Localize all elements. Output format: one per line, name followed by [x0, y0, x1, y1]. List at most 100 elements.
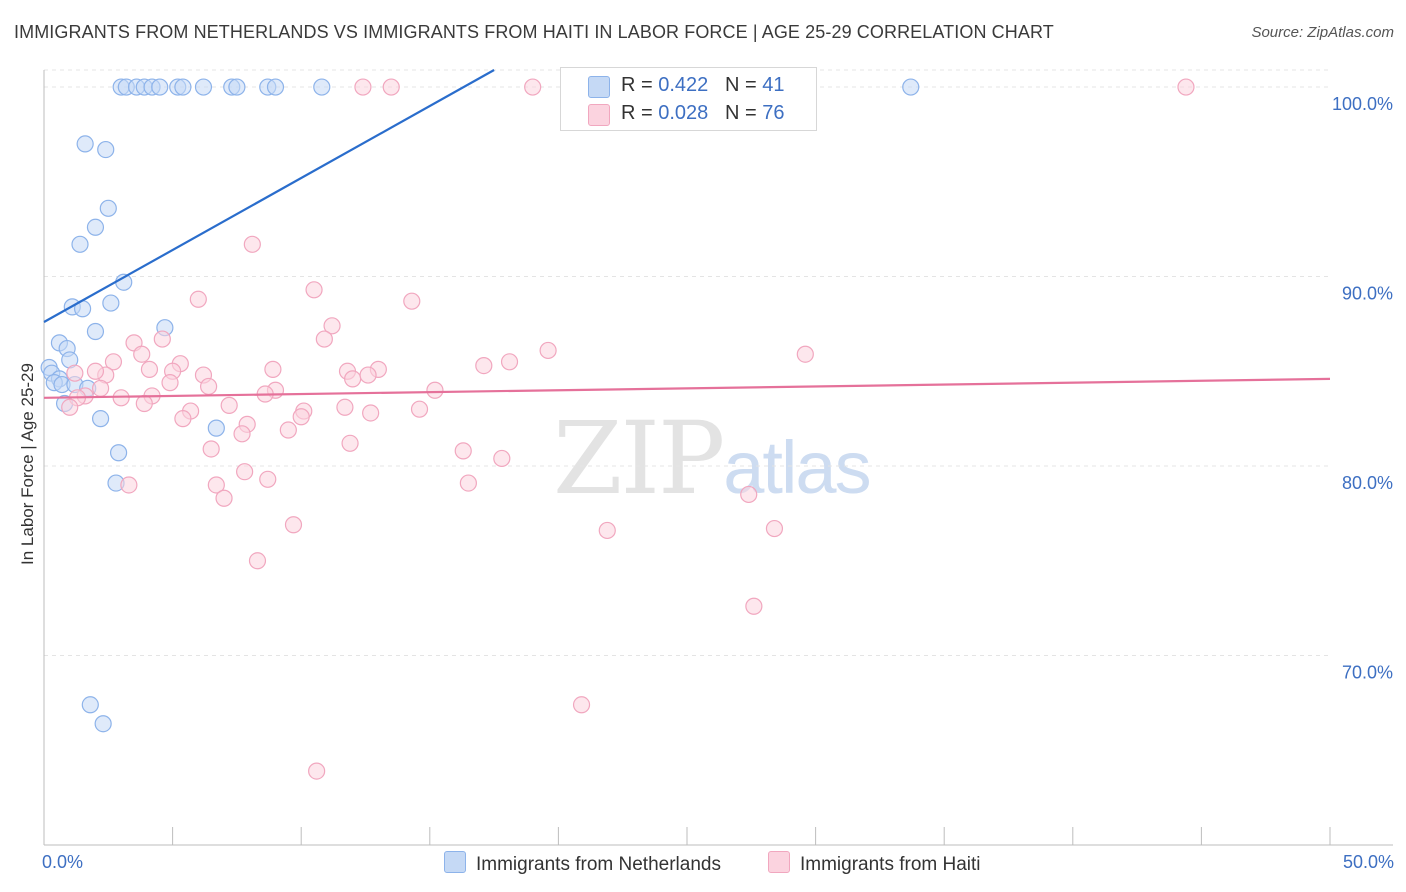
trendline-netherlands	[43, 69, 495, 323]
point-netherlands	[151, 78, 169, 96]
r-value-netherlands: 0.422	[658, 74, 709, 96]
point-haiti	[598, 521, 616, 540]
point-haiti	[104, 353, 123, 371]
point-haiti	[135, 394, 153, 413]
point-haiti	[220, 396, 238, 414]
point-haiti	[459, 474, 477, 492]
point-netherlands	[194, 78, 213, 96]
x-tick-label-max: 50.0%	[1342, 852, 1394, 872]
legend-swatch-netherlands	[588, 76, 610, 98]
point-haiti	[308, 762, 326, 780]
point-haiti	[284, 516, 303, 534]
point-haiti	[140, 360, 159, 378]
point-haiti	[524, 78, 542, 96]
point-haiti	[189, 290, 207, 308]
point-haiti	[500, 353, 519, 371]
n-value-haiti: 76	[762, 102, 785, 124]
legend-row-haiti: R = 0.028 N = 76	[561, 100, 816, 130]
point-haiti	[207, 476, 225, 494]
point-haiti	[354, 78, 372, 96]
point-haiti	[336, 398, 354, 416]
point-haiti	[264, 360, 282, 378]
point-haiti	[745, 597, 763, 615]
legend-item-haiti: Immigrants from Haiti	[768, 851, 981, 876]
point-netherlands	[102, 294, 120, 312]
point-haiti	[61, 398, 79, 416]
point-netherlands	[99, 199, 117, 217]
point-haiti	[200, 377, 218, 396]
point-haiti	[174, 410, 192, 428]
point-haiti	[572, 696, 591, 714]
point-haiti	[133, 345, 151, 363]
point-haiti	[362, 404, 380, 422]
point-netherlands	[902, 78, 920, 96]
source-credit: Source: ZipAtlas.com	[1251, 24, 1394, 41]
point-haiti	[153, 330, 171, 348]
legend-label-haiti: Immigrants from Haiti	[800, 854, 981, 875]
legend-label-netherlands: Immigrants from Netherlands	[476, 854, 721, 875]
point-netherlands	[76, 135, 94, 153]
point-haiti	[323, 317, 341, 335]
legend-bottom-swatch-haiti	[768, 851, 790, 873]
y-tick-label: 90.0%	[1342, 284, 1393, 304]
point-haiti	[91, 379, 110, 397]
point-haiti	[410, 400, 429, 418]
point-netherlands	[207, 419, 225, 437]
point-haiti	[403, 292, 421, 310]
point-haiti	[344, 370, 362, 388]
point-haiti	[233, 425, 251, 443]
point-netherlands	[71, 235, 89, 253]
point-haiti	[248, 552, 267, 570]
point-netherlands	[97, 140, 115, 159]
legend-row-netherlands: R = 0.422 N = 41	[561, 72, 816, 102]
point-netherlands	[86, 322, 105, 341]
point-haiti	[426, 381, 444, 399]
point-haiti	[215, 489, 233, 507]
point-haiti	[120, 476, 138, 494]
point-haiti	[259, 470, 277, 488]
correlation-legend: R = 0.422 N = 41 R = 0.028 N = 76	[560, 67, 817, 131]
point-haiti	[236, 463, 254, 481]
point-netherlands	[174, 78, 192, 96]
point-netherlands	[81, 696, 99, 714]
point-netherlands	[266, 78, 285, 96]
point-haiti	[243, 235, 261, 253]
watermark: ZIPatlas	[553, 400, 872, 517]
point-haiti	[292, 408, 310, 426]
point-haiti	[341, 434, 359, 452]
point-netherlands	[86, 218, 105, 236]
point-haiti	[740, 485, 758, 504]
point-haiti	[279, 421, 297, 439]
point-haiti	[86, 362, 105, 380]
point-haiti	[305, 281, 323, 299]
point-haiti	[475, 356, 493, 375]
y-tick-label: 80.0%	[1342, 473, 1393, 493]
point-haiti	[493, 449, 511, 468]
point-haiti	[359, 366, 377, 384]
legend-swatch-haiti	[588, 104, 610, 126]
chart-title: IMMIGRANTS FROM NETHERLANDS VS IMMIGRANT…	[14, 22, 1054, 42]
x-tick-label-min: 0.0%	[42, 852, 84, 872]
point-netherlands	[94, 715, 112, 733]
r-value-haiti: 0.028	[658, 102, 709, 124]
point-netherlands	[228, 78, 246, 96]
y-tick-label: 100.0%	[1332, 94, 1393, 114]
point-haiti	[382, 78, 400, 96]
point-netherlands	[313, 78, 331, 96]
y-tick-label: 70.0%	[1342, 663, 1393, 683]
legend-bottom-swatch-netherlands	[444, 851, 466, 873]
point-haiti	[454, 442, 472, 460]
trendline-haiti	[43, 377, 1331, 399]
point-haiti	[539, 341, 557, 360]
point-haiti	[796, 345, 814, 363]
point-netherlands	[109, 444, 128, 462]
watermark-zip: ZIP	[553, 400, 725, 517]
n-value-netherlands: 41	[762, 74, 785, 96]
point-netherlands	[91, 410, 110, 428]
point-haiti	[202, 440, 220, 458]
point-haiti	[315, 330, 333, 348]
point-haiti	[161, 374, 179, 392]
point-haiti	[1177, 78, 1195, 96]
point-haiti	[765, 519, 784, 538]
